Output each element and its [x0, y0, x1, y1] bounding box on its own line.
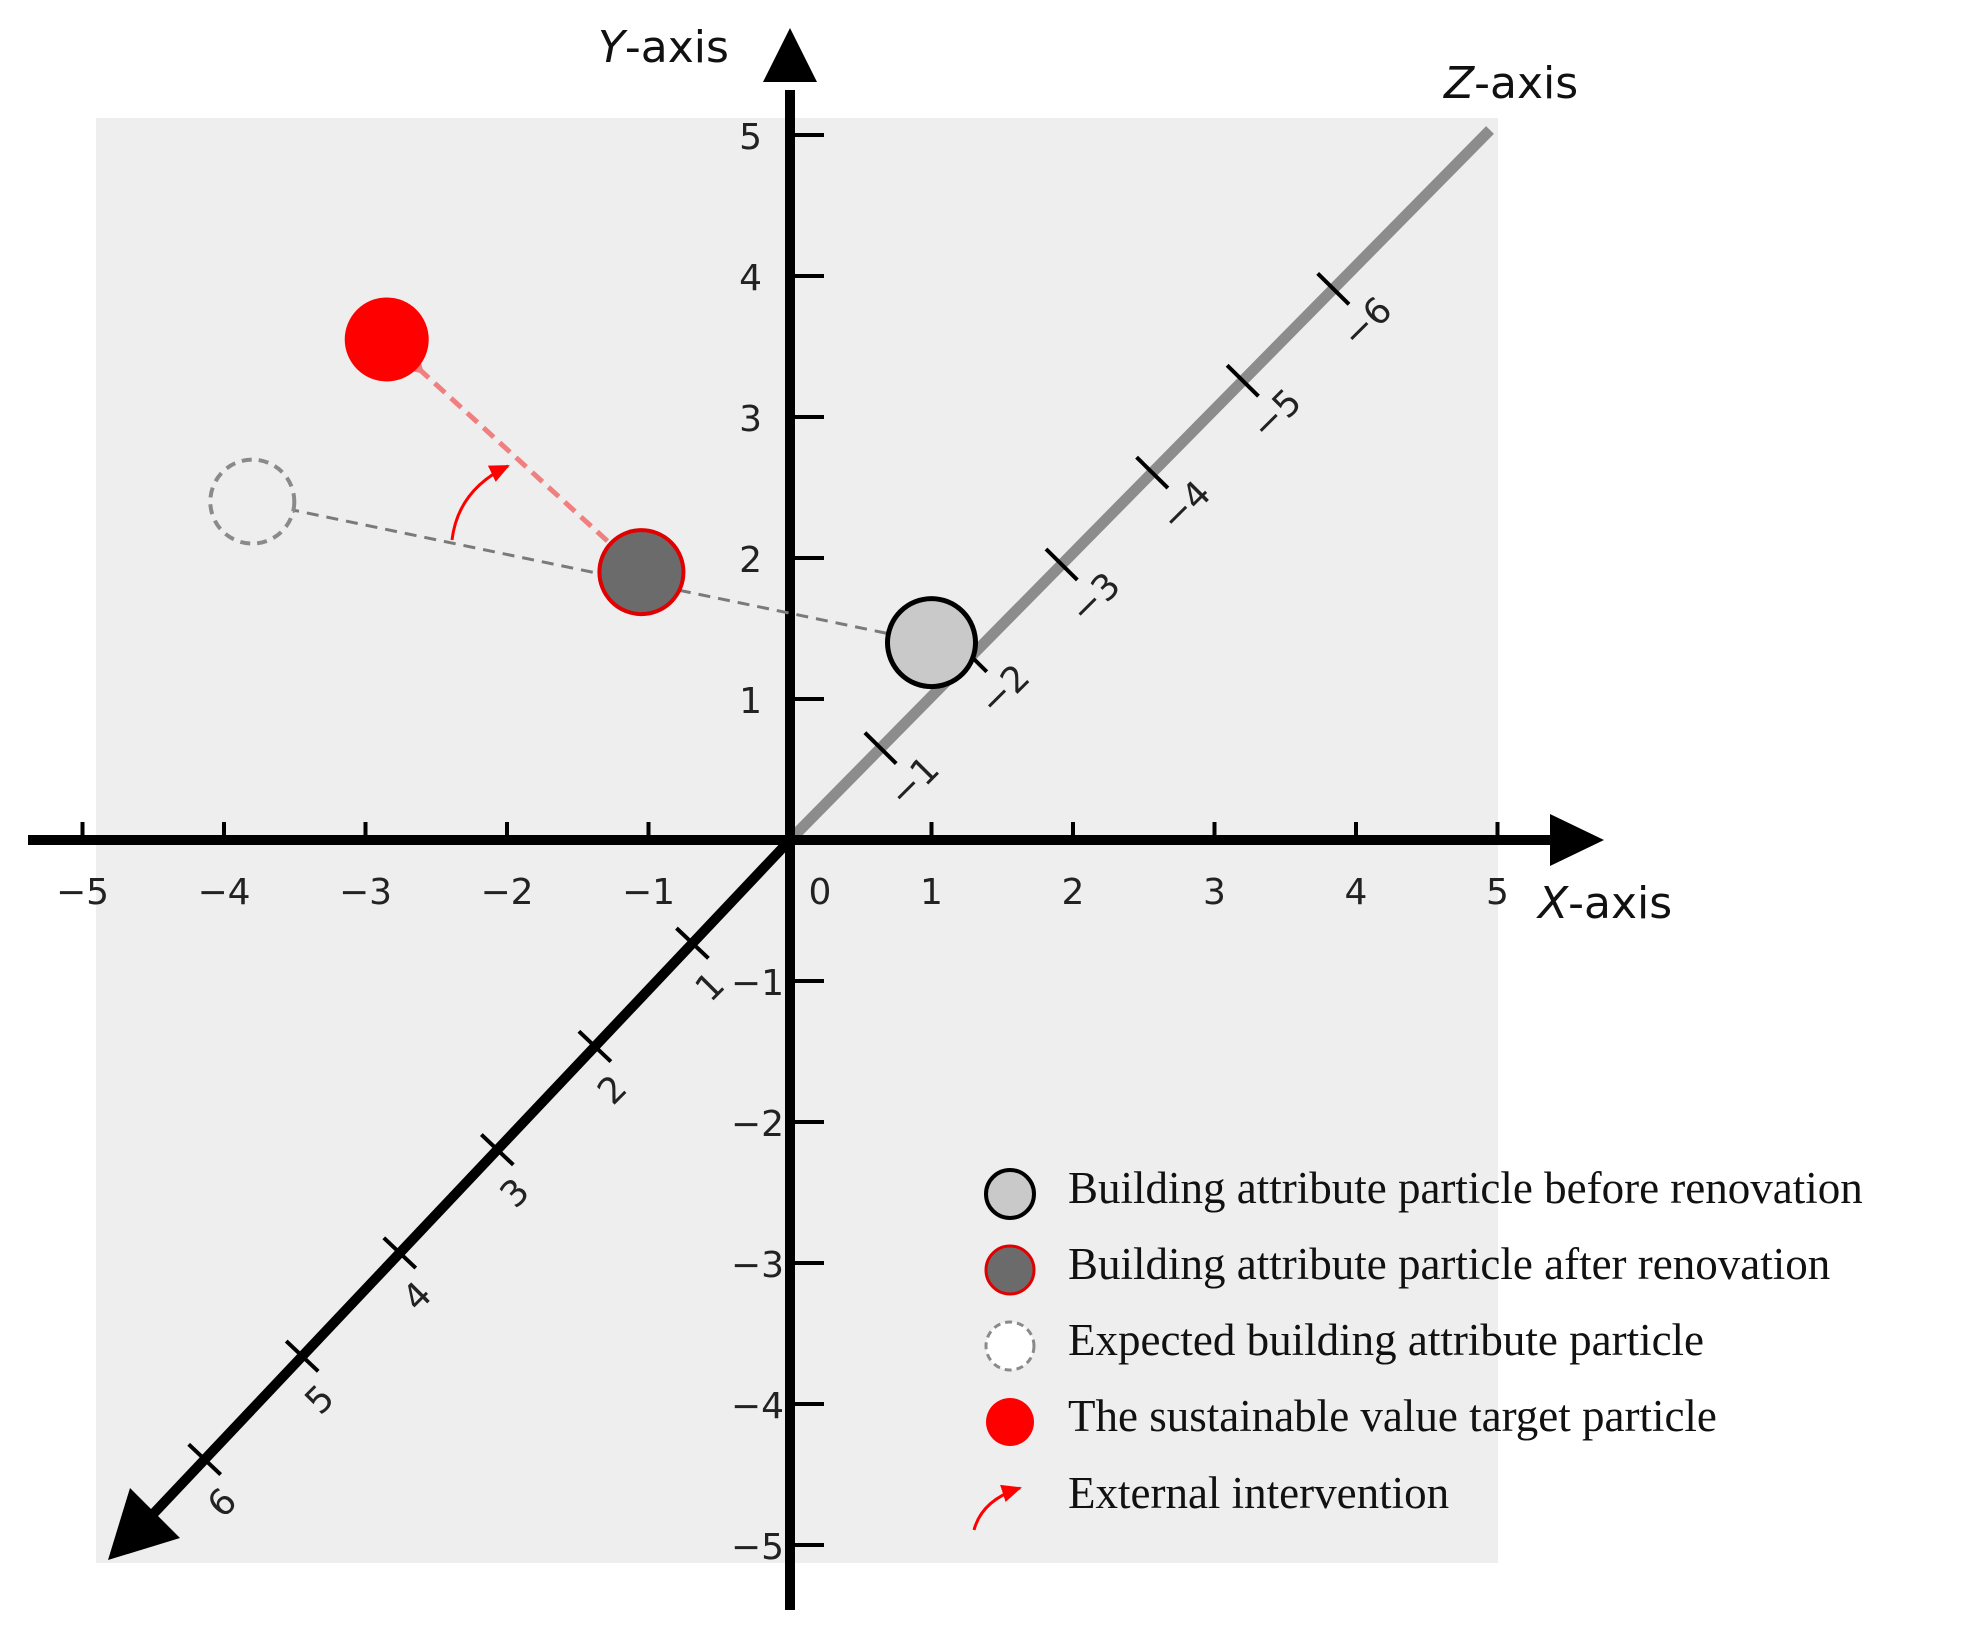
z-tick-mark — [479, 1133, 515, 1167]
x-tick-label: −2 — [480, 872, 533, 913]
x-tick-label: 4 — [1345, 872, 1368, 913]
z-axis-upper-line — [786, 126, 1494, 844]
z-tick-mark — [382, 1236, 418, 1270]
z-axis-arrowhead — [108, 1488, 180, 1560]
after-renovation-particle — [597, 528, 686, 617]
y-axis-ticks: 5 4 3 2 1 −1 −2 −3 −4 −5 — [731, 117, 824, 1568]
z-tick-mark — [577, 1029, 613, 1064]
legend-marker-before — [984, 1168, 1036, 1220]
y-tick-label: 1 — [739, 681, 762, 722]
y-tick-label: −2 — [731, 1104, 784, 1145]
y-tick-label: −3 — [731, 1245, 784, 1286]
x-tick-label: 1 — [920, 872, 943, 913]
x-tick-label: −5 — [56, 872, 109, 913]
y-tick-label: 5 — [739, 117, 762, 158]
z-axis-title: Z-axis — [1443, 58, 1578, 109]
legend-marker-intervention — [972, 1484, 1022, 1531]
legend: Building attribute particle before renov… — [972, 1163, 1863, 1531]
legend-label-after: Building attribute particle after renova… — [1068, 1239, 1830, 1289]
legend-marker-expected — [984, 1320, 1036, 1372]
z-tick-mark — [675, 926, 710, 960]
x-axis-ticks: −5 −4 −3 −2 −1 0 1 2 3 4 5 — [56, 822, 1509, 913]
y-axis-arrowhead — [763, 28, 817, 82]
trajectory-arrow-expected — [295, 511, 887, 635]
y-tick-label: −4 — [731, 1386, 784, 1427]
x-tick-label: 3 — [1203, 872, 1226, 913]
x-tick-label: −3 — [339, 872, 392, 913]
trajectory-arrow-target — [421, 370, 610, 543]
y-tick-label: 4 — [739, 258, 762, 299]
external-intervention-arrow — [450, 464, 510, 541]
x-tick-label: 2 — [1062, 872, 1085, 913]
x-axis-arrowhead — [1550, 814, 1604, 866]
x-tick-label: −4 — [197, 872, 250, 913]
y-tick-label: 3 — [739, 399, 762, 440]
z-tick-mark — [863, 731, 898, 766]
x-tick-label: −1 — [622, 872, 675, 913]
y-tick-label: −1 — [731, 963, 784, 1004]
expected-particle — [208, 457, 297, 546]
legend-marker-after — [984, 1244, 1036, 1296]
z-tick-mark — [1316, 272, 1351, 306]
y-tick-label: −5 — [731, 1527, 784, 1568]
z-tick-mark — [1225, 363, 1260, 398]
y-axis-title: Y-axis — [598, 22, 729, 73]
legend-label-expected: Expected building attribute particle — [1068, 1315, 1704, 1365]
legend-label-before: Building attribute particle before renov… — [1068, 1163, 1863, 1213]
z-axis-lower-line — [134, 836, 794, 1534]
z-tick-mark — [187, 1442, 223, 1476]
before-renovation-particle — [885, 596, 978, 690]
x-axis-title: X-axis — [1536, 878, 1672, 929]
target-particle — [344, 297, 429, 382]
z-tick-mark — [1044, 547, 1079, 582]
y-tick-label: 2 — [739, 540, 762, 581]
z-tick-mark — [1135, 455, 1170, 490]
z-tick-mark — [284, 1339, 320, 1373]
legend-label-target: The sustainable value target particle — [1068, 1391, 1717, 1441]
legend-label-intervention: External intervention — [1068, 1468, 1449, 1518]
x-tick-label: 5 — [1486, 872, 1509, 913]
x-tick-label: 0 — [809, 872, 832, 913]
legend-marker-target — [986, 1398, 1034, 1446]
